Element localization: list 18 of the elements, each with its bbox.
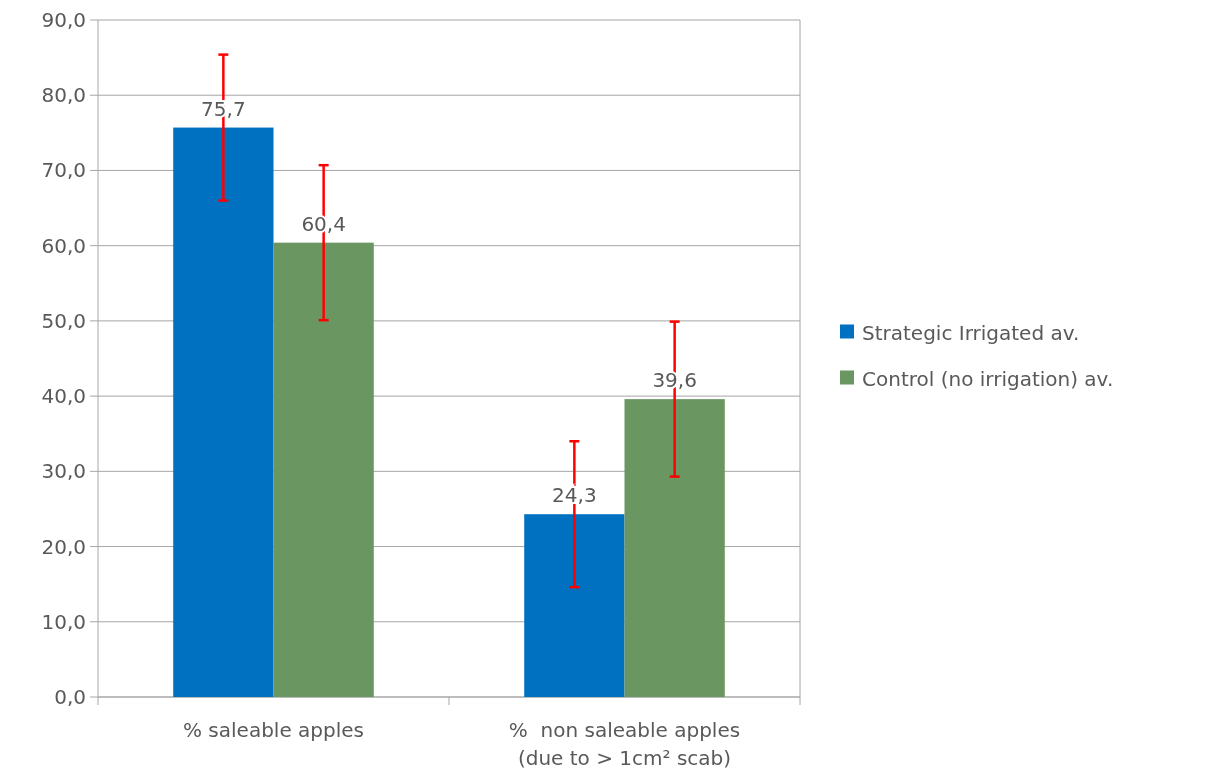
bar — [624, 399, 725, 697]
y-tick-label: 10,0 — [41, 609, 86, 634]
y-tick-label: 70,0 — [41, 158, 86, 183]
y-tick-label: 80,0 — [41, 83, 86, 108]
legend-label: Control (no irrigation) av. — [862, 366, 1114, 391]
y-tick-label: 20,0 — [41, 534, 86, 559]
y-tick-label: 0,0 — [54, 685, 86, 709]
y-tick-label: 50,0 — [41, 308, 86, 333]
y-tick-label: 30,0 — [41, 459, 86, 484]
bar — [524, 514, 625, 697]
bar — [273, 242, 374, 697]
x-tick-label: % non saleable apples (due to > 1cm² scab) — [508, 718, 741, 770]
y-tick-label: 60,0 — [41, 233, 86, 258]
bar — [173, 127, 274, 697]
y-tick-label: 40,0 — [41, 384, 86, 409]
y-tick-label: 90,0 — [41, 8, 86, 32]
x-tick-label: % saleable apples — [183, 718, 364, 742]
legend-label: Strategic Irrigated av. — [862, 320, 1080, 345]
